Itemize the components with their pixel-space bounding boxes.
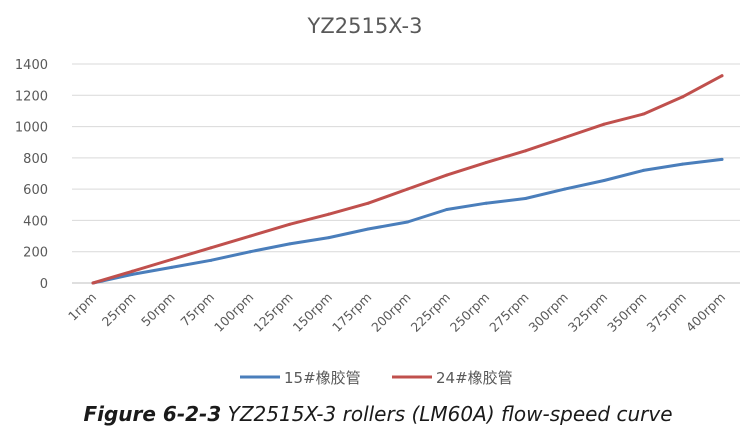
chart-title: YZ2515X-3 [307, 14, 423, 38]
x-tick-label: 275rpm [486, 290, 531, 335]
data-point [170, 258, 174, 262]
data-point [406, 187, 409, 191]
data-point [130, 269, 134, 273]
x-tick-label: 200rpm [368, 290, 413, 335]
x-tick-label: 250rpm [447, 290, 492, 335]
x-tick-label: 1rpm [65, 290, 99, 324]
data-point [563, 136, 567, 140]
data-point [209, 246, 213, 250]
data-point [170, 265, 174, 269]
data-point [563, 187, 567, 191]
data-point [366, 227, 370, 231]
legend-label-2: 24#橡胶管 [436, 369, 513, 387]
x-tick-label: 400rpm [683, 290, 728, 335]
y-tick-label: 1200 [15, 89, 48, 104]
data-point [720, 157, 724, 161]
chart: YZ2515X-3 0 200 400 600 800 1000 1200 1400 1rpm… [15, 14, 740, 387]
x-tick-label: 225rpm [408, 290, 453, 335]
data-point [681, 95, 685, 99]
x-tick-label: 25rpm [99, 290, 139, 330]
data-point [602, 179, 606, 183]
data-point [288, 222, 292, 226]
legend-label-1: 15#橡胶管 [284, 369, 361, 387]
figure-caption: Figure 6-2-3 YZ2515X-3 rollers (LM60A) f… [0, 402, 756, 426]
data-point [130, 272, 134, 276]
data-point [209, 258, 213, 262]
data-point [641, 112, 645, 116]
data-point [681, 162, 685, 166]
data-point [445, 173, 449, 177]
y-tick-label: 0 [40, 277, 48, 292]
x-tick-label: 300rpm [526, 290, 571, 335]
y-tick-label: 400 [23, 214, 48, 229]
y-tick-label: 1400 [15, 58, 48, 73]
data-point [523, 197, 527, 201]
x-tick-label: 125rpm [250, 290, 295, 335]
data-point [327, 212, 331, 216]
data-point [602, 122, 606, 126]
x-tick-label: 350rpm [604, 290, 649, 335]
data-point [484, 161, 488, 165]
x-tick-label: 50rpm [138, 290, 178, 330]
data-point [720, 74, 724, 78]
data-point [288, 242, 292, 246]
figure-caption-label: Figure 6-2-3 [83, 402, 222, 426]
y-tick-label: 200 [23, 246, 48, 261]
data-point [484, 201, 488, 205]
x-tick-label: 100rpm [211, 290, 256, 335]
data-point [366, 201, 370, 205]
figure-caption-text: YZ2515X-3 rollers (LM60A) flow-speed cur… [227, 402, 673, 426]
y-tick-label: 1000 [15, 121, 48, 136]
x-tick-label: 375rpm [643, 290, 688, 335]
data-point [327, 236, 331, 240]
data-point [248, 234, 252, 238]
x-tick-label: 175rpm [329, 290, 374, 335]
x-tick-label: 150rpm [290, 290, 335, 335]
data-point [406, 220, 409, 224]
data-point [523, 149, 527, 153]
data-point [445, 207, 449, 211]
data-point [91, 281, 95, 285]
y-tick-label: 800 [23, 152, 48, 167]
data-point [248, 250, 252, 254]
x-tick-label: 325rpm [565, 290, 610, 335]
y-tick-label: 600 [23, 183, 48, 198]
data-point [641, 168, 645, 172]
